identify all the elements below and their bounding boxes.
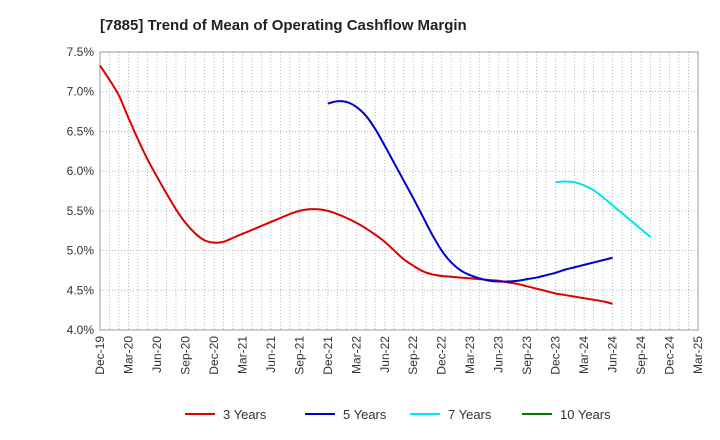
series-line-0: [99, 64, 613, 305]
x-tick-label: Sep-22: [406, 336, 420, 375]
legend-item: 7 Years: [410, 407, 492, 422]
x-axis: Dec-19 Mar-20 Jun-20 Sep-20 Dec-20 Mar-21 Jun-…: [93, 336, 705, 375]
x-tick-label: Jun-22: [378, 336, 392, 373]
legend-item: 5 Years: [305, 407, 387, 422]
y-tick-label: 5.5%: [67, 204, 95, 218]
x-tick-label: Dec-19: [93, 336, 107, 375]
legend-label: 5 Years: [343, 407, 387, 422]
x-tick-label: Dec-23: [549, 336, 563, 375]
x-tick-label: Jun-20: [150, 336, 164, 373]
x-tick-label: Jun-21: [264, 336, 278, 373]
legend: 3 Years 5 Years 7 Years 10 Years: [185, 407, 611, 422]
legend-item: 3 Years: [185, 407, 267, 422]
x-tick-label: Dec-20: [207, 336, 221, 375]
y-tick-label: 6.5%: [67, 124, 95, 138]
y-tick-label: 5.0%: [67, 244, 95, 258]
x-tick-label: Dec-21: [321, 336, 335, 375]
x-tick-label: Mar-22: [349, 336, 363, 374]
y-tick-label: 6.0%: [67, 164, 95, 178]
plot-frame: [99, 51, 699, 331]
x-tick-label: Mar-23: [463, 336, 477, 374]
x-tick-label: Sep-24: [634, 336, 648, 375]
x-tick-label: Jun-23: [492, 336, 506, 373]
x-tick-label: Dec-24: [663, 336, 677, 375]
y-tick-label: 7.0%: [67, 85, 95, 99]
x-tick-label: Mar-25: [691, 336, 705, 374]
grid: [100, 52, 698, 330]
x-tick-label: Sep-20: [178, 336, 192, 375]
chart-title: [7885] Trend of Mean of Operating Cashfl…: [100, 17, 467, 34]
x-tick-label: Mar-21: [235, 336, 249, 374]
x-tick-label: Jun-24: [606, 336, 620, 373]
legend-label: 3 Years: [223, 407, 267, 422]
legend-label: 7 Years: [448, 407, 492, 422]
x-tick-label: Mar-24: [577, 336, 591, 374]
legend-item: 10 Years: [522, 407, 611, 422]
y-tick-label: 4.0%: [67, 323, 95, 337]
y-tick-label: 7.5%: [67, 45, 95, 59]
series-line-2: [555, 180, 652, 238]
x-tick-label: Mar-20: [121, 336, 135, 374]
y-axis: 4.0% 4.5% 5.0% 5.5% 6.0% 6.5% 7.0% 7.5%: [67, 45, 95, 337]
x-tick-label: Sep-21: [292, 336, 306, 375]
series-line-1: [327, 100, 613, 283]
legend-label: 10 Years: [560, 407, 611, 422]
x-tick-label: Sep-23: [520, 336, 534, 375]
x-tick-label: Dec-22: [435, 336, 449, 375]
series-lines: [99, 64, 652, 305]
y-tick-label: 4.5%: [67, 283, 95, 297]
